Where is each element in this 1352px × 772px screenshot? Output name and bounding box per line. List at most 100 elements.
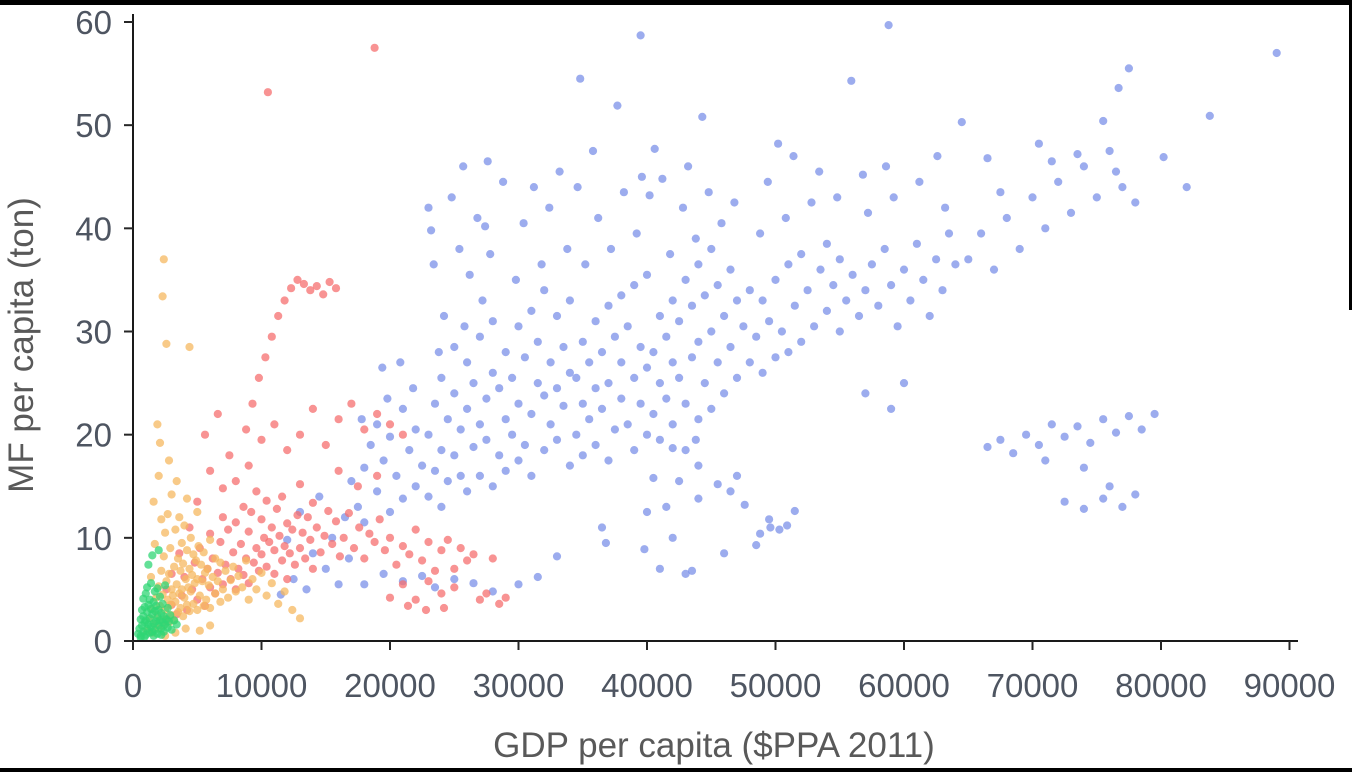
data-point <box>424 430 433 439</box>
data-point <box>640 545 649 554</box>
data-point <box>1099 116 1108 126</box>
series-green <box>134 546 181 643</box>
data-point <box>216 558 225 567</box>
data-point <box>280 587 289 596</box>
data-point <box>411 482 420 491</box>
data-point <box>559 401 568 410</box>
data-point <box>324 506 333 516</box>
data-point <box>437 546 446 555</box>
data-point <box>637 172 647 181</box>
data-point <box>421 605 431 615</box>
data-point <box>578 337 587 346</box>
data-point <box>172 580 181 589</box>
data-point <box>606 244 616 254</box>
data-point <box>752 541 761 550</box>
data-point <box>370 43 379 52</box>
data-point <box>283 575 292 584</box>
data-point <box>275 531 284 540</box>
data-point <box>668 420 677 429</box>
data-point <box>604 301 613 310</box>
data-point <box>236 539 245 549</box>
data-point <box>829 281 838 290</box>
data-point <box>740 500 749 509</box>
data-point <box>486 250 495 259</box>
data-point <box>344 508 353 518</box>
series-blue <box>276 21 1281 599</box>
data-point <box>262 591 271 600</box>
data-point <box>244 461 253 470</box>
data-point <box>572 373 581 382</box>
data-point <box>642 270 652 279</box>
data-point <box>218 484 227 493</box>
data-point <box>429 260 438 269</box>
data-point <box>537 260 546 269</box>
data-point <box>170 562 179 571</box>
data-point <box>636 31 645 40</box>
data-point <box>655 311 665 321</box>
data-point <box>527 409 536 419</box>
data-point <box>694 461 703 470</box>
data-point <box>540 391 549 400</box>
data-point <box>339 533 348 542</box>
data-point <box>140 632 149 642</box>
data-point <box>199 548 208 557</box>
data-point <box>319 290 328 299</box>
data-point <box>365 529 374 538</box>
data-point <box>186 587 195 596</box>
data-point <box>437 373 446 382</box>
data-point <box>469 579 478 588</box>
data-point <box>893 322 902 331</box>
data-point <box>270 420 279 429</box>
data-point <box>456 425 465 434</box>
x-tick-label: 30000 <box>473 667 565 704</box>
data-points-layer <box>134 21 1281 643</box>
data-point <box>499 177 508 186</box>
data-point <box>662 394 671 403</box>
data-point <box>675 317 684 326</box>
data-point <box>360 463 369 472</box>
data-point <box>874 301 883 310</box>
data-point <box>756 229 765 238</box>
data-point <box>189 599 198 609</box>
data-point <box>197 560 206 569</box>
data-point <box>687 566 697 575</box>
data-point <box>411 595 420 604</box>
data-point <box>668 533 677 542</box>
data-point <box>481 222 490 231</box>
data-point <box>775 525 784 534</box>
data-point <box>854 311 864 321</box>
data-point <box>726 487 735 496</box>
data-point <box>790 506 799 516</box>
data-point <box>469 442 478 452</box>
data-point <box>450 583 459 592</box>
data-point <box>175 513 184 522</box>
data-point <box>379 456 388 465</box>
data-point <box>781 213 790 223</box>
data-point <box>732 373 742 382</box>
data-point <box>439 311 449 321</box>
data-point <box>418 556 427 565</box>
data-point <box>353 502 362 511</box>
data-point <box>290 560 299 569</box>
data-point <box>283 535 292 545</box>
data-point <box>617 358 626 367</box>
data-point <box>321 564 330 573</box>
data-point <box>810 322 819 331</box>
data-point <box>434 348 443 357</box>
data-point <box>684 162 693 171</box>
data-point <box>411 425 420 434</box>
data-point <box>1092 193 1101 202</box>
data-point <box>238 583 247 592</box>
axes-layer: 0 10000 20000 30000 40000 50000 60000 70000 8000… <box>75 4 1335 704</box>
data-point <box>373 420 382 429</box>
data-point <box>450 575 459 584</box>
data-point <box>146 579 156 588</box>
data-point <box>405 446 414 455</box>
data-point <box>443 477 452 486</box>
data-point <box>347 477 356 486</box>
data-point <box>185 607 194 616</box>
data-point <box>655 564 665 573</box>
data-point <box>650 144 659 153</box>
data-point <box>353 482 362 491</box>
data-point <box>252 585 261 594</box>
